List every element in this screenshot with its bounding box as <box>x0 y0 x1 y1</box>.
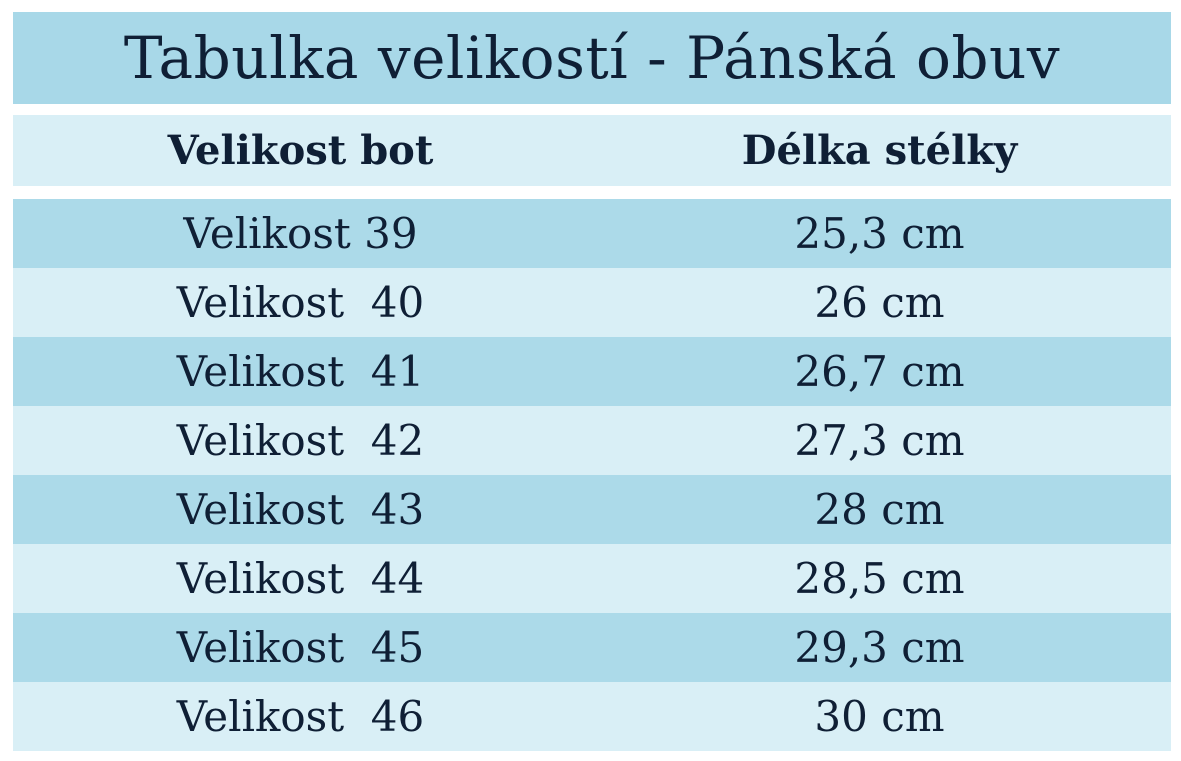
length-cell: 28,5 cm <box>794 554 965 603</box>
length-cell: 26,7 cm <box>794 347 965 396</box>
title-bar: Tabulka velikostí - Pánská obuv <box>13 12 1171 104</box>
table-row: Velikost 46 30 cm <box>13 682 1171 751</box>
table-header: Velikost bot Délka stélky <box>13 115 1171 186</box>
page-title: Tabulka velikostí - Pánská obuv <box>123 24 1061 92</box>
size-cell: Velikost 42 <box>176 416 425 465</box>
length-cell: 27,3 cm <box>794 416 965 465</box>
size-cell: Velikost 41 <box>176 347 425 396</box>
length-cell: 25,3 cm <box>794 209 965 258</box>
table-row: Velikost 44 28,5 cm <box>13 544 1171 613</box>
table-row: Velikost 40 26 cm <box>13 268 1171 337</box>
size-chart: Tabulka velikostí - Pánská obuv Velikost… <box>13 12 1171 751</box>
table-row: Velikost 42 27,3 cm <box>13 406 1171 475</box>
length-cell: 29,3 cm <box>794 623 965 672</box>
table-row: Velikost 45 29,3 cm <box>13 613 1171 682</box>
size-cell: Velikost 44 <box>176 554 425 603</box>
length-cell: 30 cm <box>814 692 945 741</box>
table-row: Velikost 39 25,3 cm <box>13 199 1171 268</box>
header-shoe-size: Velikost bot <box>167 127 434 174</box>
table-row: Velikost 41 26,7 cm <box>13 337 1171 406</box>
size-cell: Velikost 46 <box>176 692 425 741</box>
size-cell: Velikost 40 <box>176 278 425 327</box>
size-cell: Velikost 43 <box>176 485 425 534</box>
size-cell: Velikost 39 <box>183 209 418 258</box>
size-cell: Velikost 45 <box>176 623 425 672</box>
header-insole-length: Délka stélky <box>741 127 1018 174</box>
length-cell: 28 cm <box>814 485 945 534</box>
table-row: Velikost 43 28 cm <box>13 475 1171 544</box>
length-cell: 26 cm <box>814 278 945 327</box>
